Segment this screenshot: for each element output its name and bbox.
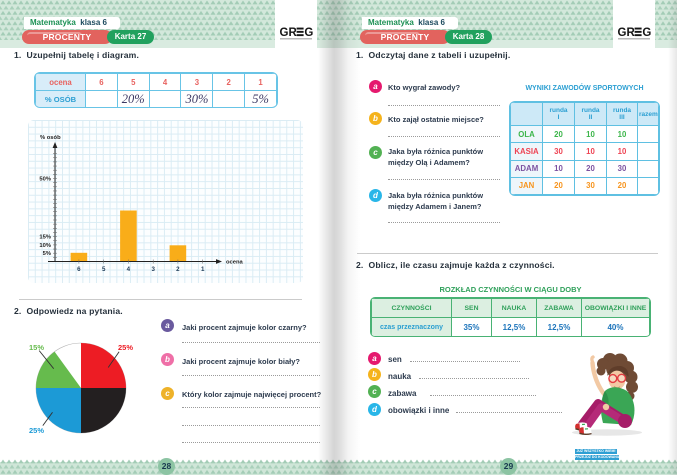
svg-text:G: G <box>642 27 651 39</box>
svg-text:1: 1 <box>201 266 205 273</box>
svg-text:50%: 50% <box>39 177 51 183</box>
svg-text:4: 4 <box>127 266 131 273</box>
svg-text:5: 5 <box>102 266 106 273</box>
svg-text:5%: 5% <box>43 251 51 257</box>
svg-text:G: G <box>304 27 313 39</box>
svg-text:6: 6 <box>77 266 81 273</box>
svg-text:2: 2 <box>176 266 180 273</box>
svg-text:3: 3 <box>151 266 155 273</box>
svg-text:15%: 15% <box>39 235 51 241</box>
svg-text:% osób: % osób <box>40 135 61 141</box>
svg-text:ocena: ocena <box>226 260 244 266</box>
svg-text:10%: 10% <box>39 243 51 249</box>
svg-text:GR: GR <box>618 27 636 39</box>
svg-text:GR: GR <box>280 27 298 39</box>
